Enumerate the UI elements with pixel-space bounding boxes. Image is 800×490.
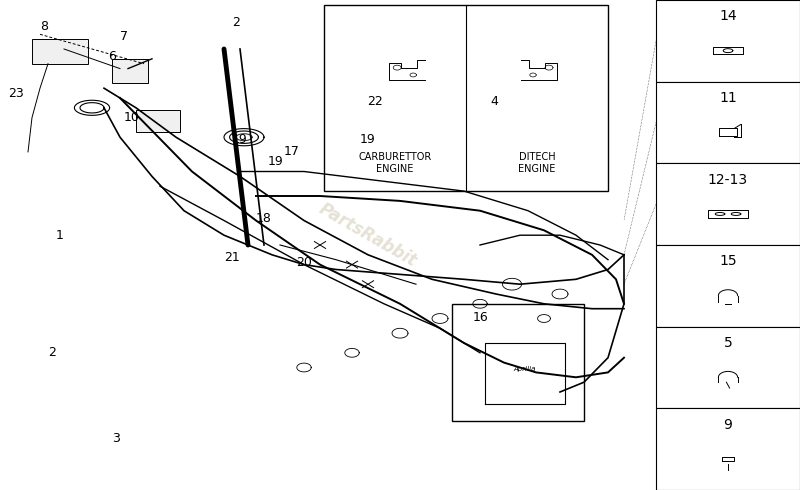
Bar [656, 245, 800, 327]
Text: 3: 3 [112, 432, 120, 445]
Text: 16: 16 [473, 312, 489, 324]
Bar [656, 327, 800, 408]
Bar [656, 0, 800, 82]
Text: 2: 2 [232, 16, 240, 28]
Bar [452, 304, 584, 421]
Text: 8: 8 [40, 21, 48, 33]
Text: DITECH
ENGINE: DITECH ENGINE [518, 152, 556, 174]
Text: 9: 9 [723, 417, 733, 432]
Bar [656, 82, 800, 163]
Text: 18: 18 [256, 212, 272, 224]
Text: 12-13: 12-13 [708, 172, 748, 187]
Text: CARBURETTOR
ENGINE: CARBURETTOR ENGINE [358, 152, 432, 174]
Bar [656, 408, 800, 490]
Text: 15: 15 [719, 254, 737, 269]
Text: 6: 6 [108, 50, 116, 63]
Bar [136, 110, 180, 132]
Text: 4: 4 [490, 95, 498, 108]
Text: 10: 10 [124, 111, 140, 124]
Text: 19: 19 [360, 133, 376, 146]
Text: PartsRabbit: PartsRabbit [316, 200, 420, 270]
Text: 2: 2 [48, 346, 56, 359]
Text: 20: 20 [296, 256, 312, 269]
Text: 14: 14 [719, 9, 737, 24]
Text: 11: 11 [719, 91, 737, 105]
Text: 19: 19 [268, 155, 284, 168]
Text: 22: 22 [367, 95, 383, 108]
Bar [656, 163, 800, 245]
Text: 23: 23 [8, 87, 24, 99]
Text: 7: 7 [120, 30, 128, 43]
Bar [32, 39, 88, 64]
Text: 5: 5 [724, 336, 732, 350]
Bar [324, 5, 608, 191]
Text: Aprilia: Aprilia [514, 367, 536, 372]
Text: 1: 1 [56, 229, 64, 242]
Bar [112, 59, 148, 83]
Text: 17: 17 [284, 146, 300, 158]
Text: 21: 21 [224, 251, 240, 264]
Text: 19: 19 [232, 133, 248, 146]
